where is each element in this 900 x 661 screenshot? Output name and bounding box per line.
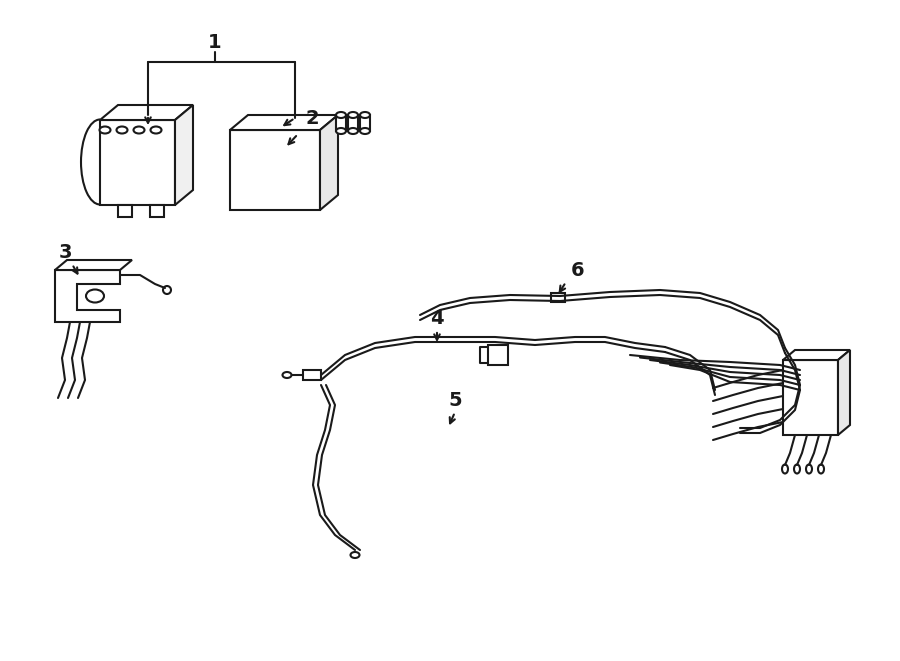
Polygon shape <box>118 205 132 217</box>
Ellipse shape <box>100 126 111 134</box>
Ellipse shape <box>283 372 292 378</box>
Text: 3: 3 <box>58 243 72 262</box>
Ellipse shape <box>150 126 161 134</box>
Polygon shape <box>360 115 370 131</box>
Ellipse shape <box>86 290 104 303</box>
Bar <box>551 293 565 302</box>
Ellipse shape <box>794 465 800 473</box>
Ellipse shape <box>348 128 358 134</box>
Ellipse shape <box>133 126 145 134</box>
Polygon shape <box>783 360 838 435</box>
Ellipse shape <box>782 465 788 473</box>
Text: 6: 6 <box>572 260 585 280</box>
Polygon shape <box>230 115 338 130</box>
Polygon shape <box>175 105 193 205</box>
Polygon shape <box>348 115 358 131</box>
Ellipse shape <box>163 286 171 294</box>
Ellipse shape <box>818 465 824 473</box>
Polygon shape <box>838 350 850 435</box>
Polygon shape <box>320 115 338 210</box>
Text: 4: 4 <box>430 309 444 327</box>
Polygon shape <box>488 345 508 365</box>
Polygon shape <box>150 205 164 217</box>
Ellipse shape <box>806 465 812 473</box>
Ellipse shape <box>336 128 346 134</box>
Polygon shape <box>55 270 120 322</box>
Text: 2: 2 <box>305 108 319 128</box>
Ellipse shape <box>336 112 346 118</box>
Polygon shape <box>100 105 193 120</box>
Polygon shape <box>230 130 320 210</box>
Ellipse shape <box>360 112 370 118</box>
Text: 5: 5 <box>448 391 462 410</box>
Polygon shape <box>783 350 850 360</box>
Ellipse shape <box>348 112 358 118</box>
Polygon shape <box>100 120 175 205</box>
Polygon shape <box>55 260 132 270</box>
Text: 1: 1 <box>208 32 221 52</box>
Ellipse shape <box>116 126 128 134</box>
Polygon shape <box>336 115 346 131</box>
Ellipse shape <box>360 128 370 134</box>
Ellipse shape <box>350 552 359 558</box>
Bar <box>303 370 321 380</box>
